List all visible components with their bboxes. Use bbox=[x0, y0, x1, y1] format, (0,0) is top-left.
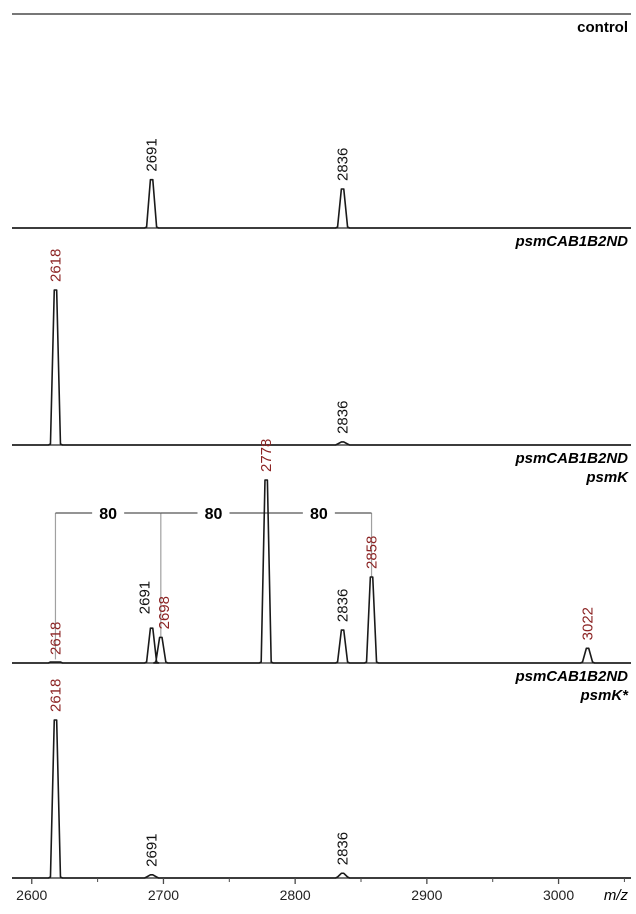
panel-title: psmCAB1B2ND bbox=[514, 450, 628, 467]
peak-label-2691: 2691 bbox=[144, 833, 161, 866]
spectrum-panel-4: psmCAB1B2ND psmK* 2618 2691 2836 bbox=[12, 668, 631, 879]
spectrum-panel-2: psmCAB1B2ND 2618 2836 bbox=[12, 233, 631, 446]
peak-label-2618: 2618 bbox=[47, 679, 64, 712]
peak-label-2698: 2698 bbox=[156, 596, 173, 629]
x-tick-label: 2900 bbox=[411, 887, 442, 903]
peak-label-2858: 2858 bbox=[364, 536, 381, 569]
x-tick-label: 3000 bbox=[543, 887, 574, 903]
peak-label-2836: 2836 bbox=[335, 589, 352, 622]
panel-title: control bbox=[577, 19, 628, 36]
peak-label-2691: 2691 bbox=[137, 581, 154, 614]
spectrum-trace bbox=[12, 178, 631, 229]
peak-label-2691: 2691 bbox=[144, 138, 161, 171]
panel-title: psmK bbox=[585, 469, 629, 486]
x-tick-label: 2800 bbox=[280, 887, 311, 903]
panel-title: psmK* bbox=[579, 687, 629, 704]
peak-label-2618: 2618 bbox=[47, 249, 64, 282]
spacing-label: 80 bbox=[99, 506, 117, 523]
x-tick-label: 2600 bbox=[16, 887, 47, 903]
peak-label-2836: 2836 bbox=[335, 401, 352, 434]
spectrum-trace bbox=[12, 719, 631, 879]
peak-label-2778: 2778 bbox=[258, 439, 275, 472]
peak-label-2618: 2618 bbox=[47, 622, 64, 655]
panel-title: psmCAB1B2ND bbox=[514, 233, 628, 250]
spectrum-trace bbox=[12, 289, 631, 446]
panel-title: psmCAB1B2ND bbox=[514, 668, 628, 685]
x-axis: 2600 2700 2800 2900 3000 m/z bbox=[16, 878, 628, 904]
peak-label-2836: 2836 bbox=[335, 832, 352, 865]
peak-label-3022: 3022 bbox=[580, 607, 597, 640]
x-axis-label: m/z bbox=[604, 887, 629, 904]
peak-label-2836: 2836 bbox=[335, 148, 352, 181]
spacing-label: 80 bbox=[205, 506, 223, 523]
x-tick-label: 2700 bbox=[148, 887, 179, 903]
spectrum-trace bbox=[12, 479, 631, 664]
spectrum-panel-1: control 2691 2836 bbox=[12, 19, 631, 229]
spectrum-panel-3: psmCAB1B2ND psmK 80 80 80 2618 2691 2698 2778 283… bbox=[12, 439, 631, 664]
spacing-label: 80 bbox=[310, 506, 328, 523]
